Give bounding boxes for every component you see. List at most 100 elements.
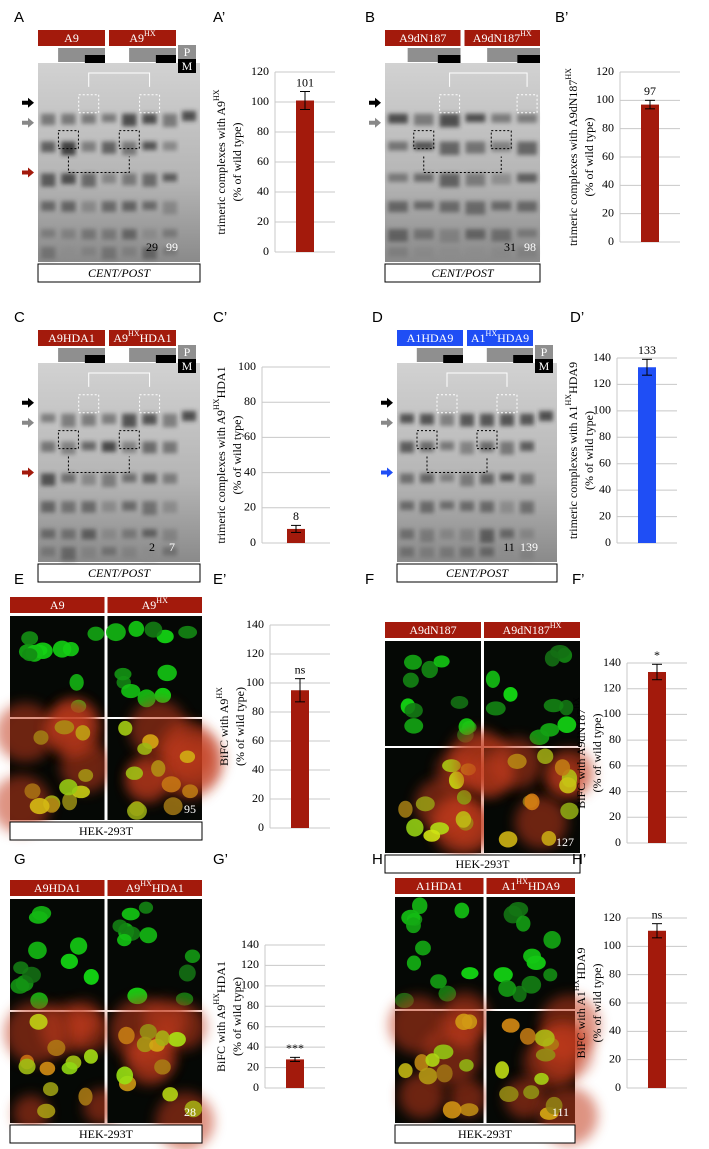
gel-band [500,441,514,455]
dotted-box [118,130,140,150]
nucleus [404,654,422,670]
header-box [109,330,176,346]
header-box [486,878,575,894]
y-tick-label: 120 [246,646,264,660]
nucleus [37,1103,56,1119]
dotted-box [57,430,79,450]
y-axis-label: trimeric complexes with A9dN187HX [564,68,579,246]
y-axis-label: (% of wild type) [230,123,244,202]
nucleus [499,1086,519,1103]
superscript: HX [550,621,562,630]
panel-label: A [14,9,24,26]
nucleus [127,802,147,820]
gel-band [41,201,56,211]
gel-image [38,63,200,262]
y-tick-label: 0 [253,1080,259,1094]
y-tick-label: 100 [246,675,264,689]
nucleus [118,1026,135,1045]
y-tick-label: 60 [244,429,256,443]
dotted-box [139,94,161,114]
nucleus [541,831,557,846]
y-tick-label: 40 [599,482,611,496]
nucleus [114,667,132,681]
y-tick-label: 60 [257,154,269,168]
nucleus [560,802,579,820]
nucleus [543,698,564,713]
header-label: A9dN187 [399,31,446,45]
marker-label: P [184,45,191,59]
y-tick-label: 0 [605,535,611,549]
gel-band [162,201,177,215]
nucleus [13,961,29,975]
gel-band [41,229,56,238]
text-segment: A9dN187 [473,31,520,45]
panel-label: A’ [213,9,225,26]
y-tick-label: 120 [251,64,269,78]
significance: * [654,648,660,662]
connector [67,156,130,173]
y-tick-label: 40 [609,1023,621,1037]
header-label: A1HXHDA9 [471,329,529,344]
panel-label: E [14,571,24,588]
y-tick-label: 20 [252,791,264,805]
panel-label: B [365,9,375,26]
y-tick-label: 80 [609,966,621,980]
nucleus [112,919,128,933]
nucleus [54,720,75,735]
cell-cytoplasm [388,995,447,1054]
nucleus [398,1063,413,1079]
text-segment: HDA1 [214,366,228,398]
nucleus [425,1053,440,1067]
text-segment: BiFC with A9 [217,699,231,766]
nucleus [154,1059,171,1075]
quant-number: 11 [503,540,515,554]
micrograph [10,899,105,1010]
nucleus [534,1029,555,1047]
gel-band [122,173,137,186]
y-tick-label: 20 [599,508,611,522]
gel-band [465,141,486,154]
side-arrow [22,117,34,128]
panel-label: D [372,309,383,326]
marker-box [178,45,196,59]
gel-band [517,247,537,258]
gel-band [413,173,434,182]
panel-label: G [14,851,26,868]
gel-band [101,229,117,240]
nucleus [138,901,154,914]
gel-band [162,473,177,484]
header-box [10,597,105,613]
y-tick-label: 40 [247,1039,259,1053]
data-label: 8 [293,509,299,523]
gel-band [480,529,494,544]
gel-band [400,529,414,540]
y-tick-label: 40 [252,762,264,776]
header-box [10,880,105,896]
gel-band [122,529,137,539]
footer-box [37,563,201,583]
gel-band [517,173,537,183]
y-tick-label: 80 [247,998,259,1012]
nucleus [52,640,72,658]
gel-band [413,201,434,210]
y-tick-label: 20 [602,205,614,219]
cell-cytoplasm [415,778,467,831]
gel-band [101,247,117,260]
nucleus [59,779,78,796]
y-tick-label: 120 [603,680,621,694]
quant-number: 98 [524,240,536,254]
significance: ns [652,907,663,921]
gel-band [520,441,534,452]
gel-band [517,113,537,123]
gel-band [162,501,177,513]
side-arrow [381,417,393,428]
gel-band [142,473,157,484]
nucleus [47,1039,66,1057]
dotted-box [118,430,140,450]
gel-band [400,547,414,557]
panel-label: H’ [572,851,586,868]
panel-label: B’ [555,9,568,26]
text-segment: trimeric complexes with A1 [566,405,580,539]
gel-band [162,529,177,542]
gel-band [162,113,177,127]
